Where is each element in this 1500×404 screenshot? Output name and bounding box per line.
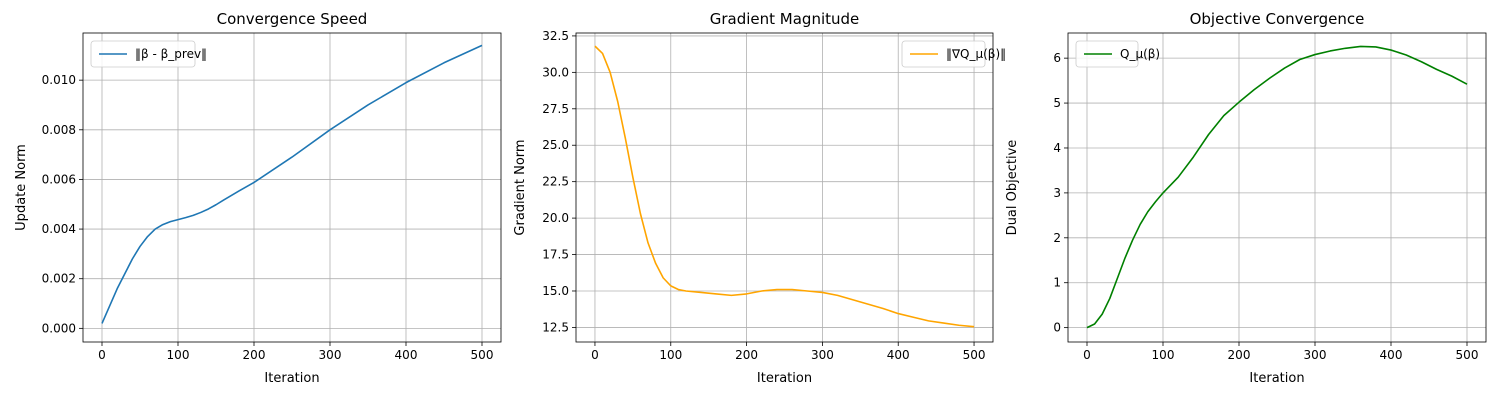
x-axis-label: Iteration	[264, 371, 319, 386]
x-tick-label: 300	[1304, 348, 1327, 362]
grid-lines	[1068, 33, 1486, 342]
legend-label: ‖∇Q_μ(β)‖	[946, 47, 1006, 61]
axes-frame	[82, 32, 502, 343]
x-tick-label: 400	[395, 348, 418, 362]
x-tick-label: 100	[659, 348, 682, 362]
x-tick-label: 200	[243, 348, 266, 362]
grid-lines	[576, 33, 993, 342]
x-axis-label: Iteration	[757, 371, 812, 386]
y-tick-label: 0.010	[42, 73, 76, 87]
y-tick-label: 0.008	[42, 123, 76, 137]
y-tick-label: 25.0	[542, 138, 569, 152]
x-axis-label: Iteration	[1249, 371, 1304, 386]
chart-title: Objective Convergence	[1190, 10, 1365, 28]
x-tick-label: 400	[887, 348, 910, 362]
x-tick-label: 500	[963, 348, 986, 362]
y-tick-label: 30.0	[542, 65, 569, 79]
x-tick-label: 500	[471, 348, 494, 362]
chart-panel-2: 0 100 200 300 400 500 12.5 15.0 17.5 20.0 22.5 25.0…	[513, 10, 1006, 386]
grid-lines	[83, 33, 501, 342]
y-tick-label: 0	[1053, 321, 1061, 335]
y-axis-label: Dual Objective	[1005, 140, 1020, 236]
y-tick-label: 27.5	[542, 102, 569, 116]
x-tick-label: 100	[167, 348, 190, 362]
chart-title: Gradient Magnitude	[710, 10, 860, 28]
legend: Q_μ(β)	[1075, 40, 1160, 68]
legend-label: Q_μ(β)	[1120, 47, 1160, 61]
y-tick-label: 5	[1053, 96, 1061, 110]
y-tick-label: 0.004	[42, 222, 76, 236]
y-tick-label: 22.5	[542, 175, 569, 189]
y-axis-label: Gradient Norm	[513, 139, 528, 235]
y-tick-label: 6	[1053, 51, 1061, 65]
x-tick-label: 500	[1456, 348, 1479, 362]
y-tick-label: 0.002	[42, 272, 76, 286]
y-tick-label: 32.5	[542, 29, 569, 43]
x-tick-label: 200	[735, 348, 758, 362]
y-tick-label: 2	[1053, 231, 1061, 245]
y-tick-label: 12.5	[542, 320, 569, 334]
chart-title: Convergence Speed	[217, 10, 368, 28]
legend: ‖∇Q_μ(β)‖	[901, 40, 1006, 68]
chart-panel-3: 0 100 200 300 400 500 0 1 2 3 4 5 6 Objective Converg…	[1005, 10, 1487, 386]
legend-label: ‖β - β_prev‖	[135, 47, 207, 61]
y-tick-label: 4	[1053, 141, 1061, 155]
x-tick-label: 0	[591, 348, 599, 362]
legend-box	[901, 40, 986, 68]
x-tick-label: 400	[1380, 348, 1403, 362]
axes-frame	[575, 32, 994, 343]
x-tick-label: 100	[1152, 348, 1175, 362]
y-tick-label: 0.006	[42, 172, 76, 186]
x-tick-label: 300	[319, 348, 342, 362]
axes-frame	[1067, 32, 1487, 343]
series-line	[594, 45, 975, 328]
x-tick-label: 200	[1228, 348, 1251, 362]
y-tick-label: 15.0	[542, 284, 569, 298]
x-tick-label: 0	[98, 348, 106, 362]
legend-box	[90, 40, 196, 68]
x-tick-label: 300	[811, 348, 834, 362]
series-line	[1086, 45, 1468, 329]
series-line	[101, 44, 483, 324]
chart-panel-1: 0 100 200 300 400 500 0.000 0.002 0.004 0.006 0.00…	[14, 10, 502, 386]
legend: ‖β - β_prev‖	[90, 40, 207, 68]
y-tick-label: 17.5	[542, 248, 569, 262]
y-axis-label: Update Norm	[14, 144, 29, 231]
y-tick-label: 0.000	[42, 321, 76, 335]
y-tick-label: 1	[1053, 276, 1061, 290]
x-tick-label: 0	[1083, 348, 1091, 362]
y-tick-label: 3	[1053, 186, 1061, 200]
y-tick-label: 20.0	[542, 211, 569, 225]
